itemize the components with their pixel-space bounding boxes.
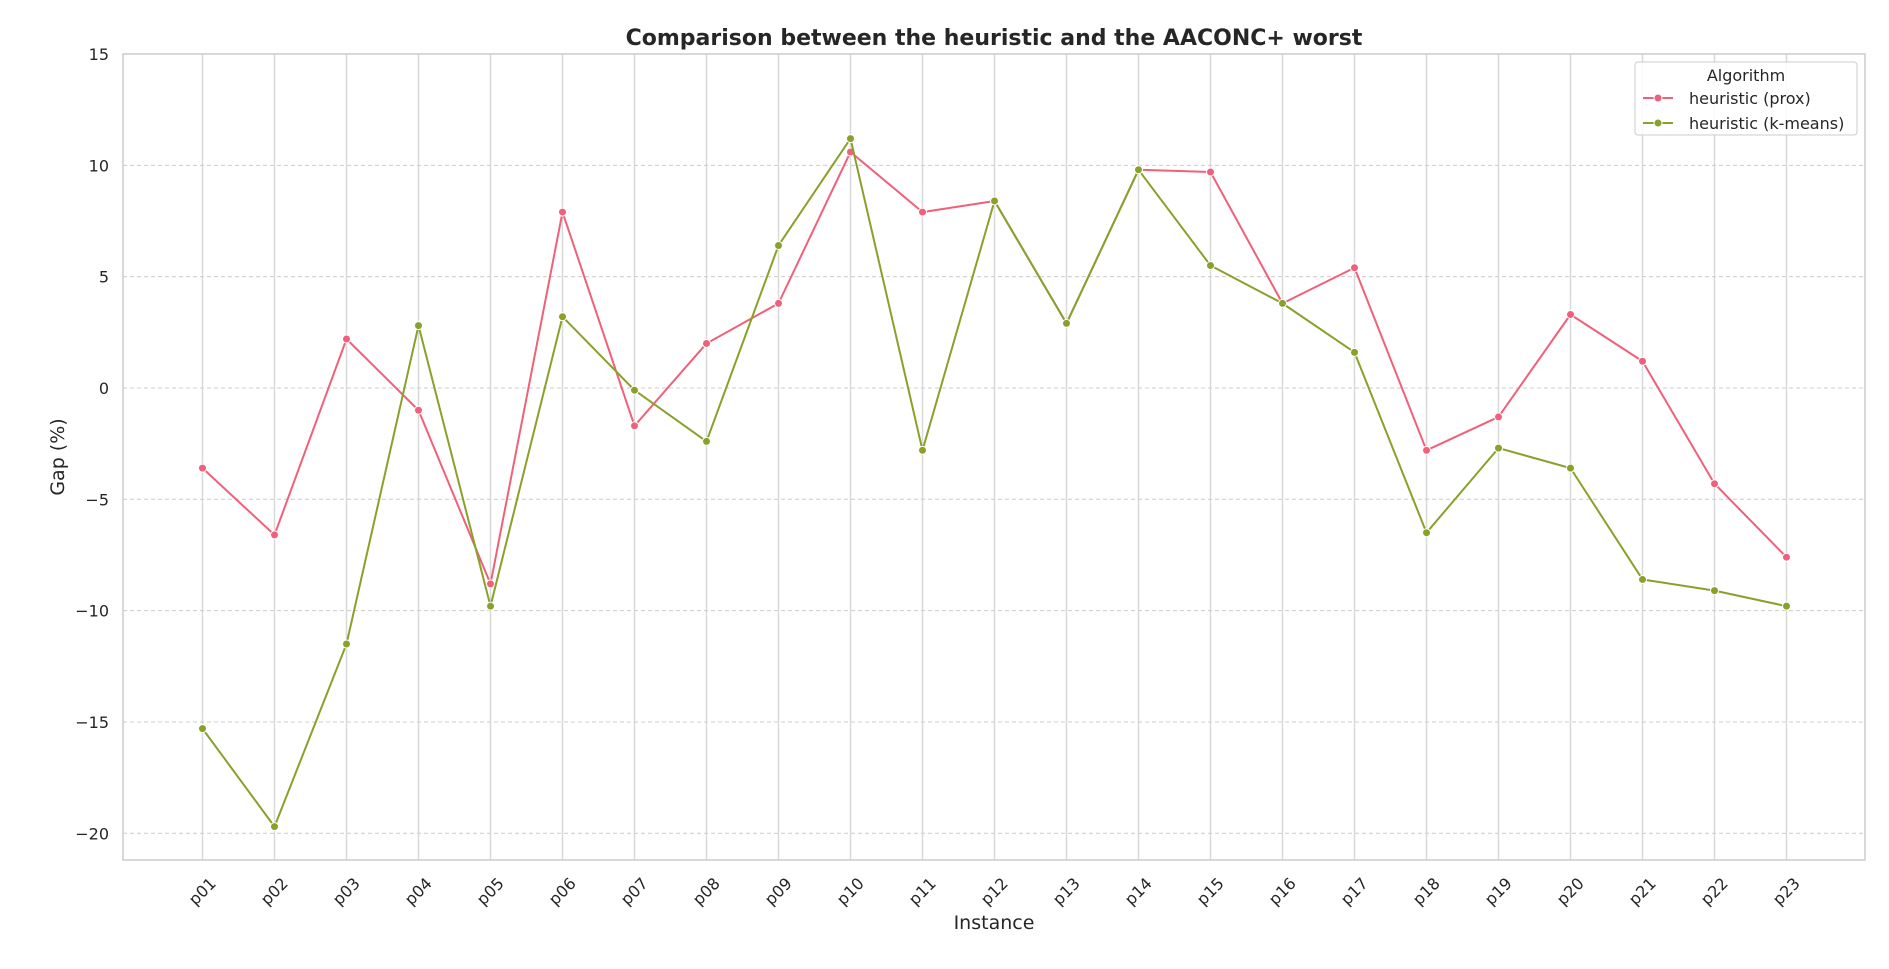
x-tick-label: p08 <box>689 874 724 909</box>
data-point <box>1134 165 1143 175</box>
data-point <box>1638 356 1647 366</box>
y-tick-label: 0 <box>99 379 109 398</box>
x-tick-label: p05 <box>473 874 508 909</box>
x-tick-label: p06 <box>545 874 580 909</box>
data-point <box>1422 528 1431 538</box>
x-tick-label: p18 <box>1409 874 1444 909</box>
y-tick-label: −20 <box>75 824 109 843</box>
x-tick-label: p15 <box>1193 874 1228 909</box>
x-axis-label: Instance <box>954 912 1035 934</box>
data-point <box>702 436 711 446</box>
data-point <box>630 421 639 431</box>
x-axis: p01 p02 p03 p04 p05 p06 p07 p08 p09 p10 p11 p12 p13 p… <box>185 874 1804 909</box>
data-point <box>558 312 567 322</box>
y-tick-label: −10 <box>75 602 109 621</box>
x-tick-label: p10 <box>833 874 868 909</box>
data-point <box>1710 479 1719 489</box>
legend: Algorithm heuristic (prox) heuristic (k-m… <box>1634 61 1858 136</box>
x-tick-label: p12 <box>977 874 1012 909</box>
legend-title: Algorithm <box>1707 66 1785 85</box>
data-point <box>918 445 927 455</box>
plot-frame <box>122 53 1866 861</box>
data-point <box>846 134 855 144</box>
data-point <box>1206 261 1215 271</box>
data-point <box>1566 463 1575 473</box>
data-point <box>414 405 423 415</box>
data-point <box>918 207 927 217</box>
x-tick-label: p04 <box>401 874 436 909</box>
series-layer <box>198 134 1791 832</box>
data-point <box>342 639 351 649</box>
x-tick-label: p17 <box>1337 874 1372 909</box>
x-tick-label: p11 <box>905 874 940 909</box>
y-tick-label: 5 <box>99 268 109 287</box>
data-point <box>486 601 495 611</box>
data-point <box>1566 310 1575 320</box>
data-point <box>486 579 495 589</box>
data-point <box>1206 167 1215 177</box>
x-tick-label: p20 <box>1553 874 1588 909</box>
data-point <box>270 530 279 540</box>
y-axis: 15 10 5 0 −5 −10 −15 −20 <box>75 45 109 843</box>
x-tick-label: p19 <box>1481 874 1516 909</box>
y-axis-label: Gap (%) <box>47 418 69 495</box>
legend-marker <box>1653 118 1663 128</box>
data-point <box>1494 443 1503 453</box>
data-point <box>1422 445 1431 455</box>
x-tick-label: p09 <box>761 874 796 909</box>
x-tick-label: p13 <box>1049 874 1084 909</box>
grid-layer <box>123 53 1865 860</box>
data-point <box>1782 601 1791 611</box>
legend-box <box>1634 61 1858 136</box>
x-tick-label: p02 <box>257 874 292 909</box>
data-point <box>270 822 279 832</box>
data-point <box>774 298 783 308</box>
x-tick-label: p03 <box>329 874 364 909</box>
data-point <box>1710 586 1719 596</box>
data-point <box>1350 347 1359 357</box>
chart-title: Comparison between the heuristic and the… <box>626 26 1363 51</box>
legend-label: heuristic (prox) <box>1689 89 1811 108</box>
data-point <box>342 334 351 344</box>
data-point <box>558 207 567 217</box>
y-tick-label: −15 <box>75 713 109 732</box>
data-point <box>198 463 207 473</box>
y-tick-label: 15 <box>89 45 109 64</box>
data-point <box>1782 552 1791 562</box>
data-point <box>990 196 999 206</box>
x-tick-label: p22 <box>1697 874 1732 909</box>
data-point <box>702 338 711 348</box>
x-tick-label: p23 <box>1769 874 1804 909</box>
data-point <box>414 321 423 331</box>
x-tick-label: p14 <box>1121 874 1156 909</box>
data-point <box>198 724 207 734</box>
data-point <box>1494 412 1503 422</box>
data-point <box>1350 263 1359 273</box>
x-tick-label: p16 <box>1265 874 1300 909</box>
legend-items: heuristic (prox) heuristic (k-means) <box>1643 89 1844 133</box>
data-point <box>774 240 783 250</box>
data-point <box>1278 298 1287 308</box>
x-tick-label: p07 <box>617 874 652 909</box>
y-tick-label: 10 <box>89 156 109 175</box>
legend-marker <box>1653 93 1663 103</box>
x-tick-label: p01 <box>185 874 220 909</box>
data-point <box>1638 574 1647 584</box>
y-tick-label: −5 <box>85 490 109 509</box>
data-point <box>630 385 639 395</box>
legend-label: heuristic (k-means) <box>1689 114 1844 133</box>
x-tick-label: p21 <box>1625 874 1660 909</box>
data-point <box>1062 318 1071 328</box>
